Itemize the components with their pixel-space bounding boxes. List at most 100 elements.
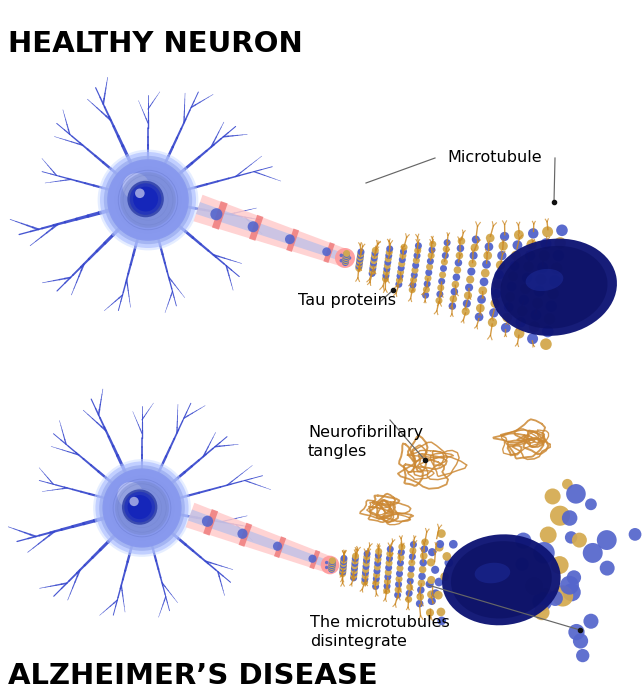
Circle shape: [469, 259, 476, 268]
Circle shape: [328, 564, 335, 571]
Circle shape: [343, 251, 350, 258]
Circle shape: [550, 506, 570, 526]
Circle shape: [562, 583, 581, 602]
Circle shape: [351, 560, 358, 567]
Circle shape: [519, 295, 529, 305]
Circle shape: [128, 495, 152, 519]
Circle shape: [464, 291, 472, 300]
Circle shape: [363, 560, 370, 567]
Circle shape: [325, 561, 328, 564]
Circle shape: [345, 261, 348, 264]
Circle shape: [329, 562, 336, 569]
Circle shape: [339, 568, 346, 576]
Circle shape: [511, 251, 521, 261]
Circle shape: [356, 263, 363, 270]
Circle shape: [397, 264, 404, 271]
Circle shape: [413, 257, 420, 264]
Ellipse shape: [500, 246, 607, 328]
Circle shape: [408, 559, 415, 566]
Circle shape: [96, 461, 189, 555]
Circle shape: [117, 482, 143, 508]
Circle shape: [370, 260, 377, 267]
Circle shape: [363, 553, 370, 560]
Circle shape: [465, 284, 473, 291]
Circle shape: [362, 569, 369, 576]
Circle shape: [437, 608, 446, 616]
Circle shape: [549, 275, 560, 286]
Circle shape: [340, 558, 347, 565]
Circle shape: [542, 325, 553, 337]
Circle shape: [351, 562, 358, 569]
Circle shape: [383, 272, 390, 279]
Text: ALZHEIMER’S DISEASE: ALZHEIMER’S DISEASE: [8, 662, 377, 690]
Circle shape: [328, 563, 335, 570]
Circle shape: [552, 585, 573, 606]
Circle shape: [427, 558, 435, 567]
Circle shape: [516, 317, 526, 328]
Ellipse shape: [491, 238, 617, 336]
Circle shape: [100, 152, 196, 248]
Circle shape: [99, 465, 185, 551]
Circle shape: [397, 554, 404, 561]
Circle shape: [104, 470, 180, 546]
Circle shape: [429, 240, 437, 247]
Circle shape: [458, 237, 465, 245]
Circle shape: [533, 542, 555, 564]
Circle shape: [547, 288, 559, 299]
Circle shape: [539, 250, 550, 261]
Circle shape: [343, 252, 350, 259]
Circle shape: [583, 543, 603, 563]
Circle shape: [456, 245, 464, 252]
Circle shape: [329, 560, 333, 562]
Circle shape: [355, 264, 362, 272]
Circle shape: [422, 292, 429, 299]
Circle shape: [342, 257, 349, 264]
Circle shape: [345, 252, 348, 256]
Circle shape: [504, 302, 514, 312]
Circle shape: [600, 560, 614, 576]
Circle shape: [431, 590, 440, 598]
Circle shape: [584, 613, 598, 629]
Circle shape: [517, 306, 528, 316]
Circle shape: [409, 286, 416, 293]
Circle shape: [525, 577, 543, 595]
Circle shape: [434, 591, 443, 599]
Circle shape: [238, 528, 248, 539]
Circle shape: [548, 590, 563, 606]
Circle shape: [397, 273, 404, 279]
Circle shape: [463, 300, 471, 307]
Ellipse shape: [526, 269, 563, 291]
Circle shape: [505, 292, 515, 302]
Circle shape: [540, 526, 557, 544]
Circle shape: [397, 565, 403, 572]
Circle shape: [382, 275, 389, 282]
Circle shape: [340, 555, 347, 562]
Circle shape: [340, 562, 347, 569]
Circle shape: [369, 270, 376, 277]
Circle shape: [488, 318, 497, 327]
Circle shape: [399, 256, 406, 263]
Circle shape: [374, 560, 381, 567]
Circle shape: [514, 328, 525, 339]
Circle shape: [544, 313, 555, 325]
Circle shape: [438, 278, 445, 285]
Circle shape: [556, 224, 568, 236]
Circle shape: [342, 259, 349, 266]
Circle shape: [408, 565, 415, 572]
Circle shape: [424, 275, 431, 282]
Circle shape: [374, 567, 381, 574]
Circle shape: [385, 255, 392, 262]
Circle shape: [515, 533, 532, 549]
Circle shape: [339, 570, 346, 577]
Circle shape: [321, 556, 339, 574]
Circle shape: [343, 254, 350, 261]
Circle shape: [373, 575, 380, 582]
Circle shape: [329, 561, 336, 568]
Circle shape: [135, 188, 144, 198]
Circle shape: [419, 566, 426, 573]
Circle shape: [428, 548, 436, 556]
Circle shape: [426, 580, 434, 588]
Circle shape: [425, 269, 432, 276]
Ellipse shape: [474, 562, 510, 583]
Circle shape: [398, 544, 405, 551]
